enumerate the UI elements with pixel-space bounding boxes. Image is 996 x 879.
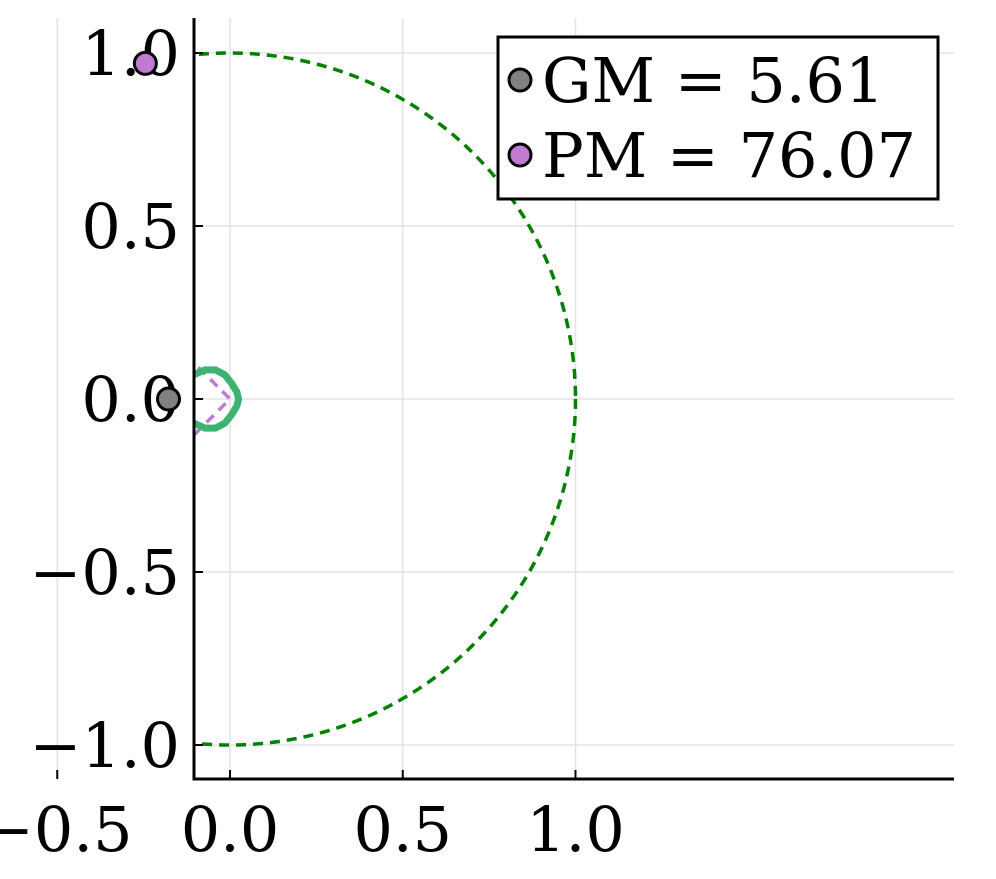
x-tick-label: −0.5 xyxy=(0,793,133,866)
y-tick-label: 0.5 xyxy=(81,190,180,263)
legend-box xyxy=(496,35,940,201)
nyquist-curve xyxy=(194,366,243,432)
series-layer xyxy=(194,51,578,747)
legend-swatch xyxy=(507,67,533,93)
y-tick-label: −1.0 xyxy=(29,709,180,782)
y-tick-label: −0.5 xyxy=(29,536,180,609)
x-tick-labels: −1.0−0.50.00.51.0 xyxy=(0,770,625,866)
unit-circle-line xyxy=(194,51,578,747)
phase-margin-marker xyxy=(132,50,158,76)
legend-swatch xyxy=(507,142,533,168)
x-tick-label: 0.0 xyxy=(181,793,280,866)
gain-margin-marker xyxy=(156,386,182,412)
y-tick-labels: −1.0−0.50.00.51.0 xyxy=(29,17,203,782)
legend-entry-label: PM = 76.07 xyxy=(542,119,916,192)
y-tick-label: 1.0 xyxy=(81,17,180,90)
x-tick-label: 1.0 xyxy=(526,793,625,866)
x-tick-label: 0.5 xyxy=(353,793,452,866)
legend-entry-label: GM = 5.61 xyxy=(542,44,884,117)
markers xyxy=(132,50,182,412)
